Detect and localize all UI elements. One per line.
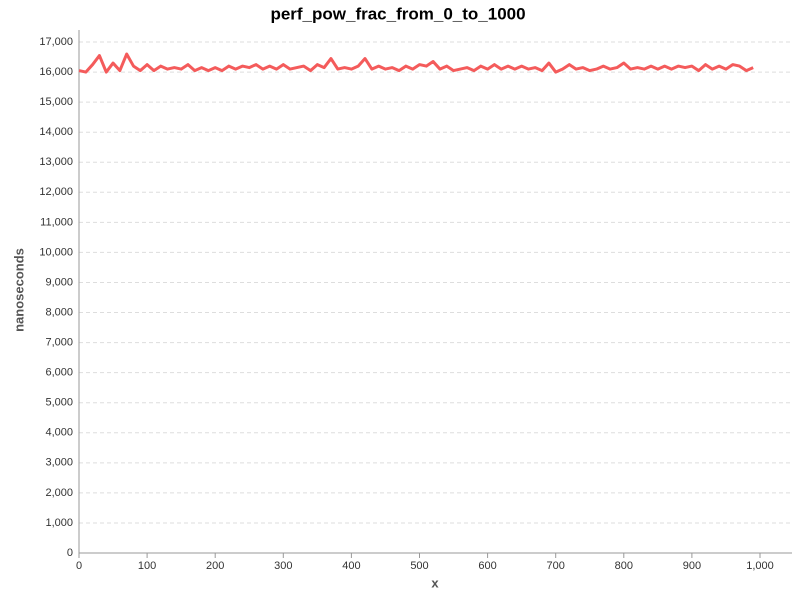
x-tick-label: 600 <box>478 560 496 572</box>
x-tick-label: 800 <box>615 560 633 572</box>
y-tick-label: 3,000 <box>45 457 73 469</box>
x-tick-label: 1,000 <box>746 560 774 572</box>
y-tick-label: 14,000 <box>39 126 73 138</box>
chart-title: perf_pow_frac_from_0_to_1000 <box>270 4 525 23</box>
y-tick-label: 6,000 <box>45 367 73 379</box>
y-tick-label: 0 <box>67 547 73 559</box>
x-tick-label: 300 <box>274 560 292 572</box>
y-tick-label: 4,000 <box>45 427 73 439</box>
y-tick-label: 1,000 <box>45 517 73 529</box>
x-tick-label: 700 <box>547 560 565 572</box>
x-tick-label: 0 <box>76 560 82 572</box>
y-tick-label: 17,000 <box>39 36 73 48</box>
x-tick-label: 100 <box>138 560 156 572</box>
y-tick-label: 15,000 <box>39 96 73 108</box>
y-tick-label: 7,000 <box>45 337 73 349</box>
y-tick-label: 12,000 <box>39 186 73 198</box>
x-tick-label: 200 <box>206 560 224 572</box>
data-line <box>78 52 754 74</box>
x-tick-label: 500 <box>410 560 428 572</box>
y-tick-label: 5,000 <box>45 397 73 409</box>
y-tick-label: 13,000 <box>39 156 73 168</box>
x-tick-label: 400 <box>342 560 360 572</box>
x-tick-label: 900 <box>683 560 701 572</box>
y-tick-label: 9,000 <box>45 276 73 288</box>
y-tick-label: 8,000 <box>45 306 73 318</box>
x-axis-title: x <box>431 575 439 590</box>
y-axis-title: nanoseconds <box>11 248 26 332</box>
y-tick-label: 10,000 <box>39 246 73 258</box>
y-tick-label: 16,000 <box>39 66 73 78</box>
y-tick-label: 2,000 <box>45 487 73 499</box>
y-tick-label: 11,000 <box>40 216 73 228</box>
